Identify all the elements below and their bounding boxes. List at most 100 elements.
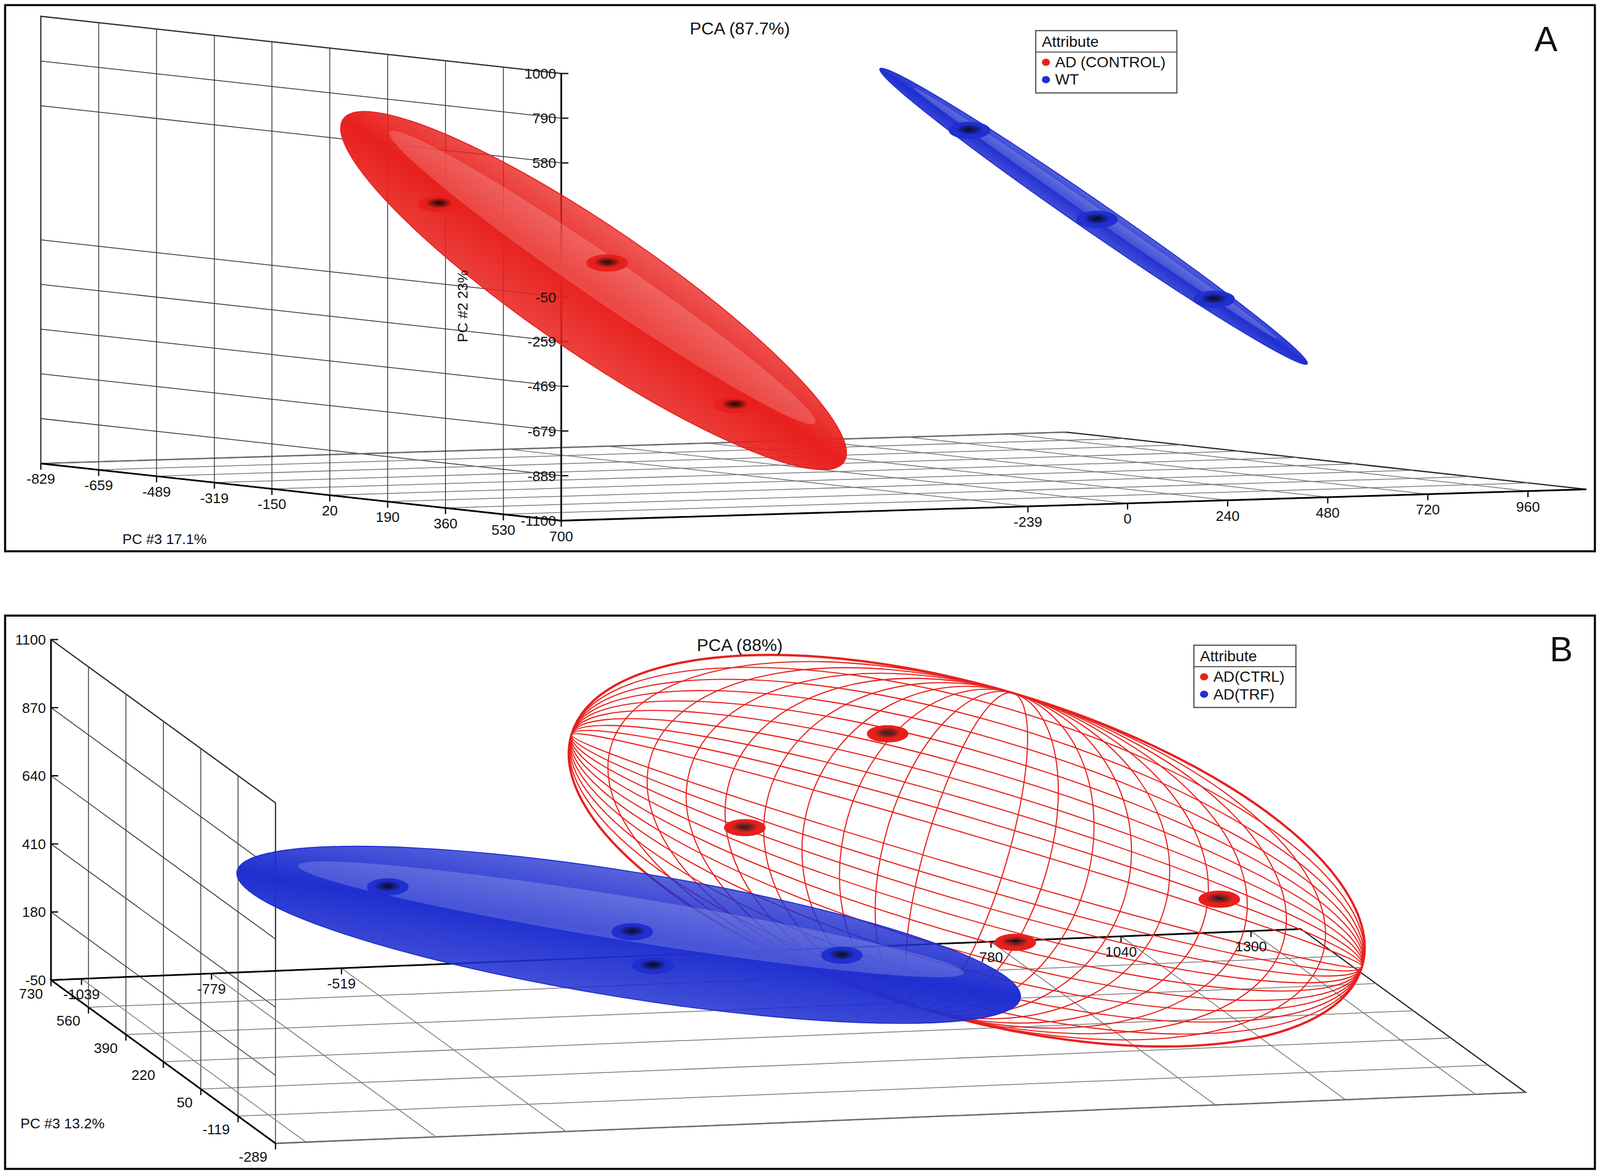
tick [51, 639, 59, 641]
tick-label: -259 [527, 333, 557, 350]
ellipsoid [871, 56, 1316, 377]
tick-label: -779 [197, 980, 226, 997]
tick-label: 390 [94, 1039, 118, 1057]
tick [271, 489, 273, 495]
tick-label: -1100 [520, 512, 557, 529]
tick-label: 580 [532, 154, 556, 172]
grid-line [907, 436, 1428, 494]
panel-frame [4, 615, 1595, 1169]
tick-label: 960 [1516, 498, 1540, 515]
legend-title: Attribute [1042, 32, 1100, 51]
tick-label: 240 [1215, 507, 1240, 525]
ellipsoid [307, 67, 880, 514]
tick [51, 911, 59, 913]
tick [50, 979, 52, 986]
tick [163, 1061, 165, 1068]
tick [237, 1115, 239, 1122]
tick-label: 410 [22, 836, 46, 853]
tick [1027, 506, 1029, 513]
grid-line [156, 29, 158, 477]
grid-line [444, 60, 446, 508]
legend: AttributeAD(CTRL)AD(TRF) [1193, 645, 1297, 708]
ellipsoid [227, 809, 1031, 1060]
legend-entry: AD(TRF) [1213, 685, 1275, 703]
grid-line [507, 449, 1028, 507]
grid-line [271, 41, 273, 490]
grid-line [81, 978, 307, 1143]
grid-line [807, 440, 1328, 498]
panel: 1100870640410180-50-1039-779-51978010401… [4, 576, 1595, 1169]
tick [561, 72, 569, 74]
figure: 1000790580-50-259-469-679-889-1100-23902… [0, 0, 1600, 1173]
tick [200, 1088, 202, 1095]
tick [386, 501, 388, 508]
tick-label: 180 [22, 903, 46, 920]
grid-line [98, 438, 1124, 470]
tick-label: 720 [1416, 501, 1440, 518]
texts: 1000790580-50-259-469-679-889-1100-23902… [26, 19, 1558, 548]
legend-separator [1035, 51, 1177, 53]
tick-label: -239 [1013, 513, 1043, 530]
grid [40, 16, 1587, 521]
tick-label: 700 [549, 528, 573, 545]
grid-line [1121, 936, 1346, 1100]
tick [40, 463, 42, 470]
tick-label: 190 [375, 508, 400, 526]
tick-label: 20 [321, 502, 338, 519]
grid-line [40, 418, 562, 476]
plot-area [51, 615, 1526, 1150]
tick [51, 979, 59, 981]
data-point [367, 878, 409, 895]
tick-label: 730 [18, 985, 43, 1002]
legend-box [1035, 30, 1177, 94]
tick [210, 973, 212, 980]
tick [561, 117, 569, 119]
legend-entry: WT [1055, 70, 1079, 88]
tick [341, 967, 343, 974]
legend-box [1193, 645, 1297, 708]
grid-line [607, 445, 1128, 504]
legend-swatch [1042, 75, 1051, 83]
texts: 1100870640410180-50-1039-779-51978010401… [15, 629, 1573, 1165]
tick-label: 640 [22, 767, 46, 784]
grid-line [50, 639, 52, 981]
z-axis [40, 463, 562, 521]
legend-separator [1193, 666, 1297, 668]
grid-line [200, 748, 202, 1089]
tick-label: -679 [527, 423, 557, 440]
ellipsoid-highlight [377, 113, 828, 442]
tick-label: 780 [979, 949, 1003, 966]
data-point [611, 923, 653, 940]
tick-label: -150 [257, 496, 287, 513]
tick-label: 480 [1315, 504, 1340, 521]
tick [561, 162, 569, 164]
tick [1527, 491, 1529, 498]
tick [156, 476, 158, 483]
legend-entry: AD (CONTROL) [1055, 53, 1166, 71]
tick [1127, 503, 1129, 509]
legend-title: Attribute [1200, 647, 1258, 665]
tick [51, 843, 59, 845]
mesh-line [564, 615, 1369, 1113]
mesh-line [525, 615, 1408, 1125]
ellipsoid-body [871, 56, 1316, 377]
grid-line [98, 22, 100, 470]
tick-label: -889 [527, 468, 557, 485]
tick [561, 519, 569, 521]
tick [97, 469, 99, 476]
tick-label: 1000 [524, 65, 557, 82]
tick-label: 1300 [1235, 938, 1267, 955]
grid-line [275, 1092, 1526, 1144]
tick-label: -119 [202, 1121, 230, 1138]
tick [1427, 493, 1429, 500]
data-point [949, 122, 990, 139]
tick-label: 0 [1123, 510, 1132, 527]
legend: Attribute AD (CONTROL)WT [1035, 30, 1177, 94]
grid-line [214, 451, 1240, 483]
grid-line [561, 489, 1587, 521]
grid-line [40, 329, 562, 387]
data-point [632, 957, 674, 974]
grid-line [40, 16, 42, 464]
data-point [1076, 211, 1118, 228]
tick [125, 1034, 127, 1041]
